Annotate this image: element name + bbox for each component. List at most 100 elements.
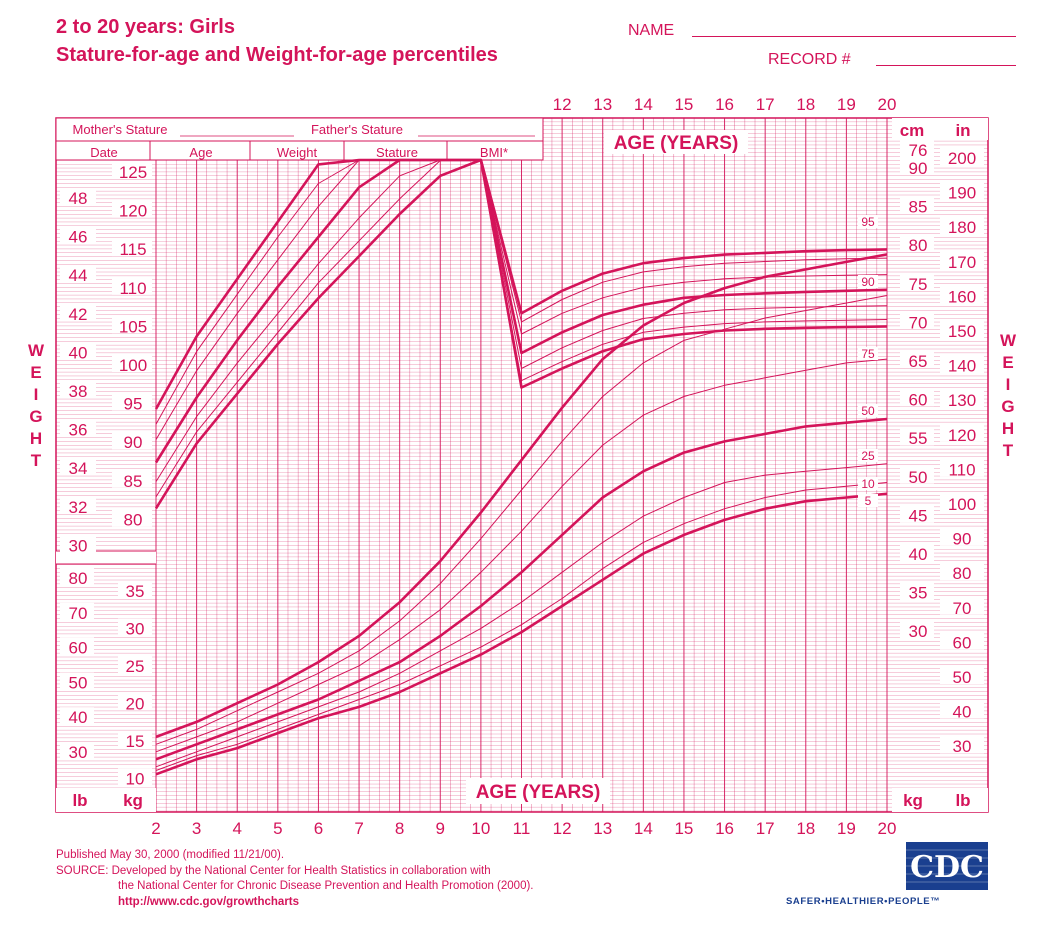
age-tick-bottom: 2: [151, 819, 160, 838]
cdc-logo-text: CDC: [910, 850, 984, 885]
weight-vertical-left: T: [31, 451, 42, 470]
age-tick-bottom: 15: [674, 819, 693, 838]
pct-label-bg: [858, 404, 878, 417]
right-inner-tick: 75: [909, 275, 928, 294]
tick-bg: [940, 701, 984, 719]
tick-bg: [60, 496, 96, 514]
tick-bg: [112, 239, 152, 257]
left-in-tick: 44: [69, 266, 88, 285]
tick-bg: [112, 355, 152, 372]
age-tick-bottom: 11: [513, 819, 531, 838]
stature-50-percentile: [154, 158, 888, 464]
weight-vertical-right: I: [1006, 375, 1011, 394]
name-field[interactable]: [692, 36, 1016, 37]
right-inner-tick: 30: [909, 622, 928, 641]
weight-vertical-left: H: [30, 429, 42, 448]
name-label: NAME: [628, 22, 675, 39]
tick-bg: [112, 277, 152, 295]
age-tick-top: 19: [837, 95, 856, 114]
cdc-logo: CDC: [906, 842, 988, 890]
right-inner-tick: 35: [909, 584, 928, 603]
left-kg-tick: 25: [126, 657, 145, 676]
tick-bg: [940, 736, 984, 754]
right-cm-tick: 170: [948, 253, 976, 272]
tick-bg: [112, 200, 152, 218]
tick-bg: [60, 672, 94, 690]
tick-bg: [900, 312, 934, 330]
tick-bg: [900, 351, 934, 368]
weight-50-percentile: [155, 417, 888, 761]
record-field[interactable]: [876, 65, 1016, 66]
age-tick-bottom: 5: [273, 819, 282, 838]
panel-gap: [56, 551, 156, 564]
right-inner-tick: 45: [909, 506, 928, 525]
tick-bg: [940, 494, 984, 511]
right-cm-tick: 200: [948, 149, 976, 168]
weight-vertical-left: E: [30, 363, 41, 382]
percentile-label-90: 90: [861, 275, 875, 289]
tick-bg: [112, 470, 152, 488]
chart-title-line2: Stature-for-age and Weight-for-age perce…: [56, 44, 498, 66]
left-lb-tick: 40: [69, 708, 88, 727]
age-tick-top: 12: [553, 95, 572, 114]
right-inner-tick: 40: [909, 545, 928, 564]
tick-bg: [940, 148, 984, 165]
tick-bg: [900, 196, 934, 214]
age-tick-top: 18: [796, 95, 815, 114]
cm-label: cm: [900, 121, 925, 140]
age-tick-bottom: 16: [715, 819, 734, 838]
tick-bg: [940, 667, 984, 684]
left-in-tick: 46: [69, 228, 88, 247]
left-kg-tick: 35: [126, 582, 145, 601]
weight-vertical-right: T: [1003, 441, 1014, 460]
footer-source-1: SOURCE: Developed by the National Center…: [56, 865, 491, 877]
age-tick-bottom: 9: [436, 819, 445, 838]
tick-bg: [900, 158, 934, 175]
pct-label-bg: [858, 494, 878, 507]
tick-bg: [60, 419, 96, 437]
tick-bg: [60, 602, 94, 620]
kg-label-right: kg: [903, 791, 923, 810]
tick-bg: [60, 342, 96, 360]
left-cm-tick: 85: [124, 472, 143, 491]
tick-bg: [60, 265, 96, 283]
footer-url[interactable]: http://www.cdc.gov/growthcharts: [118, 896, 300, 908]
left-cm-tick: 90: [124, 433, 143, 452]
left-in-tick: 38: [69, 382, 88, 401]
left-lb-tick: 70: [69, 604, 88, 623]
tick-bg: [940, 321, 984, 338]
tick-bg: [900, 544, 934, 561]
age-tick-top: 16: [715, 95, 734, 114]
stature-25-percentile: [155, 159, 888, 482]
tick-bg: [60, 707, 94, 725]
tick-bg: [60, 458, 96, 476]
kg-label-left: kg: [123, 791, 143, 810]
unit-box-top: [892, 118, 988, 140]
weight-5-percentile: [155, 492, 888, 776]
tagline: SAFER•HEALTHIER•PEOPLE™: [786, 896, 941, 907]
percentile-label-5: 5: [865, 494, 872, 508]
lb-label-left: lb: [72, 791, 87, 810]
unit-box-left: [56, 788, 156, 812]
left-cm-tick: 120: [119, 202, 147, 221]
pct-label-bg: [858, 215, 878, 228]
left-cm-tick: 115: [119, 240, 146, 259]
weight-95-percentile: [155, 253, 888, 739]
left-kg-tick: 30: [126, 620, 145, 639]
tick-bg: [940, 632, 984, 650]
tick-bg: [60, 535, 96, 553]
right-inner-tick: 90: [909, 159, 928, 178]
weight-vertical-left: I: [34, 385, 39, 404]
left-cm-tick: 100: [119, 356, 147, 375]
right-cm-tick: 30: [953, 737, 972, 756]
record-label: RECORD #: [768, 51, 851, 68]
pct-label-bg: [858, 477, 878, 490]
right-cm-tick: 110: [948, 460, 975, 479]
tick-bg: [60, 303, 96, 321]
right-inner-tick: 50: [909, 468, 928, 487]
weight-vertical-left: W: [28, 341, 45, 360]
left-lb-tick: 80: [69, 569, 88, 588]
right-cm-tick: 80: [953, 564, 972, 583]
right-cm-tick: 50: [953, 668, 972, 687]
